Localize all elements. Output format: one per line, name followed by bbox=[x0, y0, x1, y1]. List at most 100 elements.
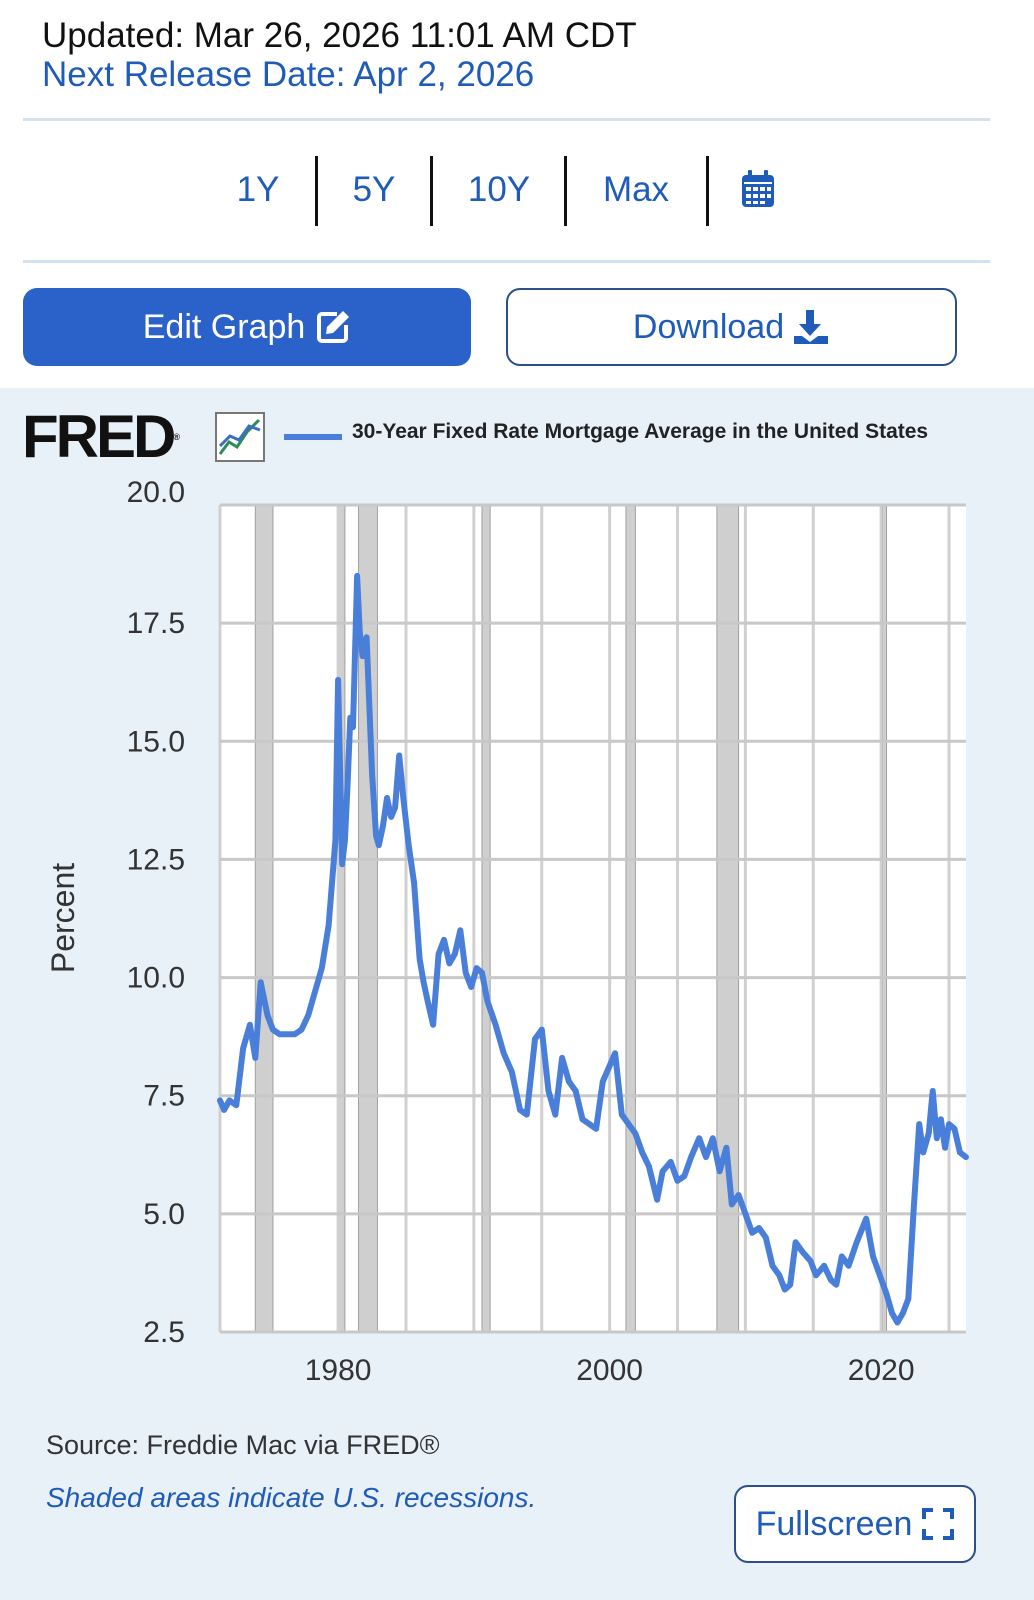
data-point bbox=[252, 1055, 258, 1061]
data-point bbox=[539, 1027, 545, 1033]
data-point bbox=[808, 1258, 814, 1264]
data-point bbox=[763, 1234, 769, 1240]
data-point bbox=[277, 1031, 283, 1037]
data-point bbox=[600, 1079, 606, 1085]
data-point bbox=[573, 1088, 579, 1094]
data-point bbox=[957, 1149, 963, 1155]
download-button[interactable]: Download bbox=[506, 288, 957, 366]
data-point bbox=[729, 1201, 735, 1207]
calendar-icon[interactable] bbox=[741, 170, 775, 208]
data-point bbox=[509, 1069, 515, 1075]
data-point bbox=[639, 1149, 645, 1155]
recession-note-link[interactable]: Shaded areas indicate U.S. recessions. bbox=[46, 1482, 537, 1513]
range-max-button[interactable]: Max bbox=[602, 170, 670, 209]
data-point bbox=[938, 1116, 944, 1122]
fullscreen-button[interactable]: Fullscreen bbox=[734, 1485, 976, 1563]
data-point bbox=[258, 979, 264, 985]
edit-graph-label: Edit Graph bbox=[142, 307, 306, 346]
data-point bbox=[951, 1126, 957, 1132]
data-point bbox=[854, 1239, 860, 1245]
data-point bbox=[813, 1272, 819, 1278]
data-point bbox=[742, 1211, 748, 1217]
range-separator bbox=[706, 156, 709, 226]
edit-graph-button[interactable]: Edit Graph bbox=[23, 288, 471, 366]
data-point bbox=[717, 1168, 723, 1174]
data-point bbox=[332, 838, 338, 844]
range-1y-button[interactable]: 1Y bbox=[236, 170, 280, 209]
data-point bbox=[376, 842, 382, 848]
data-point bbox=[934, 1135, 940, 1141]
data-point bbox=[877, 1272, 883, 1278]
data-point bbox=[681, 1173, 687, 1179]
data-point bbox=[963, 1154, 969, 1160]
y-tick-label: 12.5 bbox=[127, 843, 185, 876]
data-point bbox=[517, 1107, 523, 1113]
data-point bbox=[660, 1168, 666, 1174]
data-point bbox=[736, 1192, 742, 1198]
data-point bbox=[926, 1131, 932, 1137]
recession-band bbox=[481, 504, 491, 1333]
range-5y-button[interactable]: 5Y bbox=[352, 170, 396, 209]
data-point bbox=[335, 677, 341, 683]
data-point bbox=[350, 724, 356, 730]
legend-label: 30-Year Fixed Rate Mortgage Average in t… bbox=[352, 420, 929, 443]
data-point bbox=[417, 956, 423, 962]
x-axis: 1980 2000 2020 bbox=[305, 1354, 915, 1387]
next-release-link[interactable]: Next Release Date: Apr 2, 2026 bbox=[42, 55, 535, 94]
data-point bbox=[770, 1263, 776, 1269]
data-point bbox=[532, 1036, 538, 1042]
data-point bbox=[396, 752, 402, 758]
data-point bbox=[392, 804, 398, 810]
data-point bbox=[946, 1121, 952, 1127]
data-point bbox=[463, 970, 469, 976]
data-point bbox=[756, 1225, 762, 1231]
data-point bbox=[221, 1107, 227, 1113]
fullscreen-label: Fullscreen bbox=[755, 1504, 913, 1543]
range-separator bbox=[564, 156, 567, 226]
fred-logo: FRED® bbox=[22, 403, 180, 470]
data-point bbox=[474, 965, 480, 971]
data-point bbox=[626, 1121, 632, 1127]
download-label: Download bbox=[632, 307, 785, 346]
data-point bbox=[430, 1022, 436, 1028]
recession-band bbox=[882, 504, 888, 1333]
data-point bbox=[900, 1310, 906, 1316]
data-point bbox=[292, 1031, 298, 1037]
data-point bbox=[484, 998, 490, 1004]
range-separator bbox=[430, 156, 433, 226]
data-point bbox=[319, 965, 325, 971]
data-point bbox=[846, 1263, 852, 1269]
data-point bbox=[559, 1055, 565, 1061]
range-10y-button[interactable]: 10Y bbox=[467, 170, 531, 209]
data-point bbox=[360, 653, 366, 659]
trend-icon[interactable] bbox=[215, 412, 265, 462]
data-point bbox=[905, 1296, 911, 1302]
data-point bbox=[384, 795, 390, 801]
data-point bbox=[863, 1216, 869, 1222]
data-point bbox=[468, 984, 474, 990]
y-tick-label: 17.5 bbox=[127, 607, 185, 640]
recession-band bbox=[716, 504, 740, 1333]
divider-top bbox=[23, 118, 990, 121]
range-separator bbox=[315, 156, 318, 226]
data-point bbox=[524, 1112, 530, 1118]
data-point bbox=[217, 1097, 223, 1103]
data-point bbox=[579, 1116, 585, 1122]
data-point bbox=[305, 1012, 311, 1018]
x-tick-label: 2020 bbox=[848, 1354, 915, 1387]
data-point bbox=[247, 1022, 253, 1028]
data-point bbox=[749, 1230, 755, 1236]
data-point bbox=[839, 1253, 845, 1259]
data-point bbox=[373, 833, 379, 839]
y-tick-label: 5.0 bbox=[143, 1198, 185, 1231]
data-point bbox=[369, 771, 375, 777]
line-chart: 2.5 5.0 7.5 10.0 12.5 15.0 17.5 20.0 1980 2000 20… bbox=[45, 476, 969, 1387]
data-point bbox=[446, 960, 452, 966]
y-tick-label: 10.0 bbox=[127, 962, 185, 995]
data-point bbox=[339, 861, 345, 867]
data-point bbox=[688, 1154, 694, 1160]
data-point bbox=[347, 715, 353, 721]
data-point bbox=[586, 1121, 592, 1127]
data-point bbox=[284, 1031, 290, 1037]
data-point bbox=[776, 1272, 782, 1278]
